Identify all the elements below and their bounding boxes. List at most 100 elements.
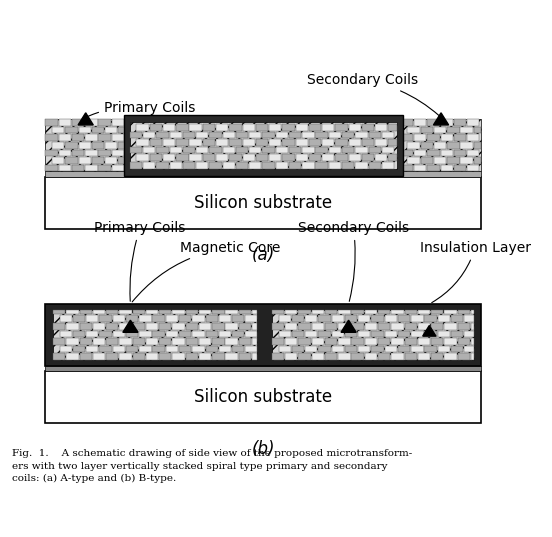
Bar (464, 331, 474, 337)
Bar (65, 157, 78, 164)
Bar (460, 142, 473, 149)
Bar (245, 346, 257, 352)
Bar (332, 331, 344, 337)
Bar (216, 139, 229, 146)
Bar (382, 132, 394, 138)
Bar (183, 162, 195, 169)
Bar (405, 323, 417, 330)
Bar (451, 331, 463, 337)
Bar (467, 150, 479, 156)
Bar (338, 353, 351, 360)
Bar (345, 331, 357, 337)
Bar (219, 346, 231, 352)
Bar (72, 119, 84, 126)
Bar (279, 315, 291, 322)
Bar (225, 338, 238, 345)
Bar (269, 154, 282, 161)
Bar (411, 346, 423, 352)
Bar (66, 338, 78, 345)
Bar (434, 127, 446, 134)
Bar (252, 310, 257, 315)
Bar (438, 331, 450, 337)
Bar (163, 139, 175, 146)
Bar (424, 346, 437, 352)
Bar (424, 331, 437, 337)
Bar (238, 353, 251, 360)
Bar (421, 142, 433, 149)
Bar (322, 139, 335, 146)
Bar (371, 346, 384, 352)
Bar (427, 134, 439, 141)
Bar (136, 154, 148, 161)
Bar (418, 323, 430, 330)
Bar (272, 338, 284, 345)
Bar (232, 346, 245, 352)
Bar (205, 346, 218, 352)
Bar (45, 171, 481, 177)
Bar (59, 134, 71, 141)
Bar (444, 323, 457, 330)
Bar (471, 338, 474, 345)
Bar (139, 315, 152, 322)
Bar (411, 315, 423, 322)
Bar (292, 331, 304, 337)
Bar (292, 346, 304, 352)
Bar (112, 165, 124, 171)
Bar (345, 315, 357, 322)
Bar (45, 366, 481, 371)
Bar (272, 310, 284, 315)
Bar (431, 338, 443, 345)
Bar (289, 147, 301, 154)
Bar (126, 315, 139, 322)
Bar (369, 132, 381, 138)
Bar (312, 323, 324, 330)
Bar (132, 353, 145, 360)
Bar (85, 150, 98, 156)
Text: (a): (a) (252, 246, 275, 264)
Bar (225, 353, 238, 360)
Bar (454, 119, 466, 126)
Bar (139, 331, 152, 337)
Bar (53, 323, 65, 330)
Bar (407, 157, 420, 164)
Bar (349, 124, 361, 130)
Bar (355, 162, 368, 169)
Bar (196, 132, 209, 138)
Bar (358, 346, 370, 352)
Bar (389, 124, 397, 130)
Bar (414, 134, 426, 141)
Bar (199, 323, 211, 330)
Bar (199, 310, 211, 315)
Bar (72, 134, 84, 141)
Bar (414, 150, 426, 156)
Bar (249, 162, 262, 169)
Bar (159, 338, 172, 345)
Bar (106, 310, 118, 315)
Bar (342, 147, 354, 154)
Bar (205, 331, 218, 337)
Bar (136, 139, 148, 146)
Bar (454, 165, 466, 171)
Bar (185, 310, 198, 315)
Bar (382, 162, 394, 169)
Bar (405, 338, 417, 345)
Bar (113, 346, 125, 352)
Bar (99, 331, 112, 337)
Bar (401, 134, 413, 141)
Bar (119, 338, 131, 345)
Bar (65, 127, 78, 134)
Bar (319, 346, 331, 352)
Bar (212, 353, 225, 360)
Bar (389, 154, 397, 161)
Bar (229, 139, 242, 146)
Bar (282, 139, 295, 146)
Bar (118, 142, 126, 149)
Bar (72, 165, 84, 171)
Bar (434, 157, 446, 164)
Bar (316, 147, 328, 154)
Bar (447, 157, 459, 164)
Polygon shape (78, 113, 93, 125)
Bar (458, 323, 470, 330)
Bar (345, 346, 357, 352)
Bar (329, 162, 341, 169)
